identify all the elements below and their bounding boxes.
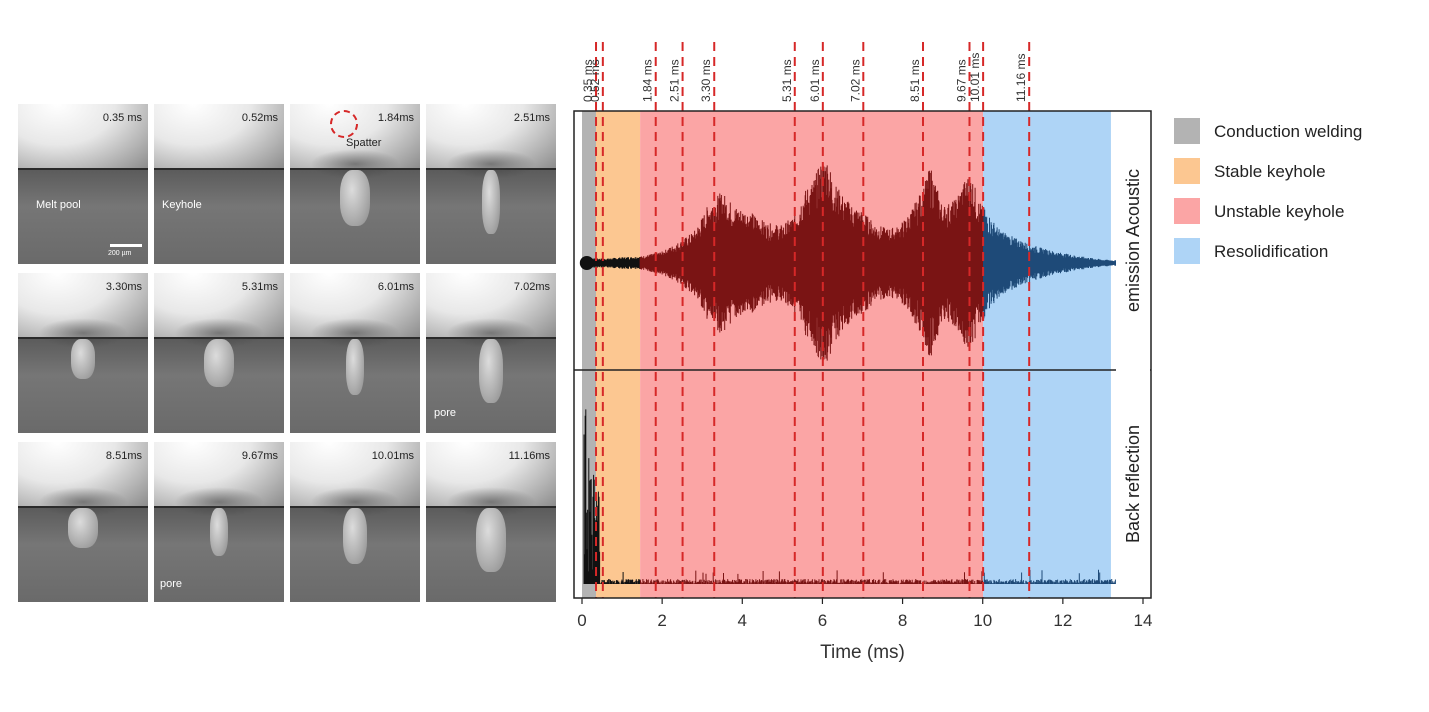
x-tick-label: 8 (898, 611, 907, 630)
frame-time-label: 3.30ms (105, 281, 142, 293)
event-marker-label: 6.01 ms (808, 59, 822, 102)
back-reflection-trace (640, 570, 983, 584)
frame-time-label: 1.84ms (377, 112, 414, 124)
acoustic-emission-trace (639, 165, 984, 361)
x-tick-label: 4 (738, 611, 747, 630)
region-band (983, 111, 1111, 598)
x-axis-label: Time (ms) (820, 642, 905, 663)
frame-time-label: 8.51ms (105, 450, 142, 462)
event-marker-label: 5.31 ms (780, 59, 794, 102)
event-marker-label: 8.51 ms (908, 59, 922, 102)
legend-swatch (1174, 198, 1200, 224)
frame-time-label: 0.35 ms (102, 112, 142, 124)
x-tick-label: 12 (1053, 611, 1072, 630)
frame-time-label: 10.01ms (371, 450, 414, 462)
event-marker-label: 3.30 ms (699, 59, 713, 102)
scale-bar-label: 200 µm (108, 250, 132, 257)
x-tick-label: 2 (657, 611, 666, 630)
event-marker-label: 0.52 ms (588, 59, 602, 102)
event-marker-label: 0.35 ms (581, 59, 595, 102)
xray-image-grid: 0.35 ms Melt pool 200 µm 0.52ms Keyhole 1.84m… (18, 104, 558, 602)
xray-frame: 11.16ms (426, 442, 556, 602)
x-tick-label: 14 (1134, 611, 1153, 630)
xray-frame: 3.30ms (18, 273, 148, 433)
plot-frame (573, 110, 1152, 599)
frame-annotation: Keyhole (162, 199, 202, 211)
legend-swatch (1174, 118, 1200, 144)
xray-frame: 8.51ms (18, 442, 148, 602)
xray-frame: 0.35 ms Melt pool 200 µm (18, 104, 148, 264)
xray-frame: 7.02ms pore (426, 273, 556, 433)
panel-label-back-reflection: Back reflection (1123, 425, 1143, 543)
frame-time-label: 9.67ms (241, 450, 278, 462)
panel-label-acoustic: emission Acoustic (1123, 169, 1143, 312)
xray-frame: 10.01ms (290, 442, 420, 602)
frame-annotation: pore (434, 407, 457, 419)
frame-time-label: 5.31ms (241, 281, 278, 293)
xray-frame: 9.67ms pore (154, 442, 284, 602)
event-marker-label: 2.51 ms (668, 59, 682, 102)
spatter-highlight-circle (330, 110, 358, 138)
xray-frame: 2.51ms (426, 104, 556, 264)
signal-chart: 0.35 ms0.52 ms 1.84 ms 2.51 ms 3.30 ms 5.31 … (573, 42, 1362, 663)
legend-label: Stable keyhole (1214, 162, 1326, 181)
legend-label: Unstable keyhole (1214, 202, 1344, 221)
acoustic-start-blob (579, 256, 594, 270)
event-marker-label: 1.84 ms (641, 59, 655, 102)
frame-time-label: 2.51ms (513, 112, 550, 124)
frame-time-label: 6.01ms (377, 281, 414, 293)
x-tick-label: 10 (973, 611, 992, 630)
legend-label: Resolidification (1214, 242, 1328, 261)
scale-bar (110, 244, 142, 247)
xray-frame: 1.84ms Spatter (290, 104, 420, 264)
frame-annotation: Melt pool (36, 199, 81, 211)
xray-frame: 5.31ms (154, 273, 284, 433)
xray-frame: 0.52ms Keyhole (154, 104, 284, 264)
xray-frame: 6.01ms (290, 273, 420, 433)
legend-label: Conduction welding (1214, 122, 1362, 141)
x-tick-label: 0 (577, 611, 586, 630)
legend-swatch (1174, 238, 1200, 264)
frame-time-label: 11.16ms (508, 450, 550, 462)
event-marker-label: 9.67 ms (954, 59, 968, 102)
frame-time-label: 0.52ms (241, 112, 278, 124)
event-marker-label: 11.16 ms (1014, 54, 1028, 102)
frame-time-label: 7.02ms (513, 281, 550, 293)
legend-swatch (1174, 158, 1200, 184)
event-marker-label: 10.01 ms (968, 53, 982, 102)
frame-annotation: Spatter (346, 137, 382, 149)
x-tick-label: 6 (818, 611, 827, 630)
event-marker-label: 7.02 ms (848, 59, 862, 102)
panel-label-strip (1116, 112, 1150, 597)
frame-annotation: pore (160, 578, 183, 590)
